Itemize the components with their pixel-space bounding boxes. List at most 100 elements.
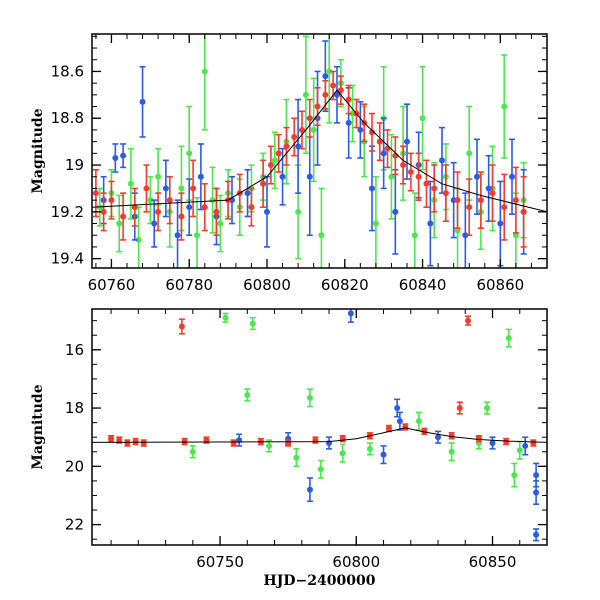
data-point	[285, 440, 292, 447]
data-point	[454, 227, 461, 234]
data-point	[431, 185, 438, 192]
data-point	[501, 204, 508, 211]
y-tick-label: 19.4	[51, 250, 84, 268]
data-point	[275, 150, 282, 157]
data-point	[322, 91, 329, 98]
data-point	[178, 213, 185, 220]
data-point	[402, 424, 409, 430]
data-point	[213, 208, 220, 215]
x-tick-label: 60780	[165, 276, 213, 294]
data-point	[448, 448, 455, 455]
series-0	[96, 34, 527, 268]
data-point	[466, 150, 473, 157]
series-1	[236, 309, 540, 542]
data-point	[189, 448, 196, 455]
data-point	[484, 405, 491, 412]
data-point	[201, 204, 208, 211]
data-point	[108, 197, 115, 204]
data-point	[384, 145, 391, 152]
data-point	[505, 335, 512, 342]
data-point	[435, 434, 442, 441]
data-point	[477, 197, 484, 204]
data-point	[178, 185, 185, 192]
data-point	[366, 445, 373, 452]
data-point	[380, 451, 387, 458]
data-point	[474, 173, 480, 180]
data-point	[464, 317, 471, 324]
model-curve	[92, 427, 547, 443]
y-tick-label: 19.2	[51, 203, 84, 221]
data-point	[112, 155, 119, 162]
data-point	[244, 190, 251, 197]
data-point	[162, 185, 169, 192]
data-point	[454, 197, 461, 204]
plot-area	[92, 34, 547, 268]
data-point	[322, 73, 329, 80]
data-point	[392, 208, 399, 215]
data-point	[108, 435, 115, 442]
data-point	[369, 129, 375, 136]
data-point	[178, 323, 185, 330]
data-point	[155, 208, 162, 215]
data-point	[347, 310, 354, 317]
y-tick-label: 19	[65, 156, 84, 174]
data-point	[509, 173, 515, 180]
data-point	[124, 440, 131, 447]
data-point	[533, 472, 540, 479]
data-point	[314, 103, 321, 110]
data-point	[217, 220, 224, 227]
data-point	[120, 213, 127, 220]
data-point	[512, 232, 519, 239]
x-tick-label: 60800	[332, 553, 380, 571]
data-point	[419, 115, 426, 122]
data-point	[92, 190, 99, 197]
x-tick-label: 60820	[321, 276, 369, 294]
y-tick-label: 18.8	[51, 109, 84, 127]
series-0	[189, 312, 523, 488]
data-point	[209, 197, 216, 204]
y-tick-label: 18.6	[51, 62, 84, 80]
data-point	[293, 454, 300, 461]
data-point	[512, 197, 519, 204]
data-point	[396, 418, 403, 425]
data-point	[267, 162, 274, 169]
data-point	[291, 133, 298, 140]
data-point	[186, 204, 193, 211]
data-point	[475, 435, 482, 442]
data-point	[283, 143, 290, 150]
y-tick-label: 16	[65, 341, 84, 359]
data-point	[132, 438, 139, 445]
data-point	[140, 440, 147, 447]
data-point	[147, 197, 154, 204]
data-point	[194, 232, 200, 239]
x-tick-label: 60750	[196, 553, 244, 571]
y-tick-label: 18	[65, 399, 84, 417]
data-point	[306, 486, 313, 493]
data-point	[306, 394, 313, 401]
data-point	[260, 180, 267, 187]
data-point	[248, 204, 255, 211]
data-point	[400, 162, 407, 169]
y-tick-label: 22	[65, 516, 84, 534]
data-point	[120, 152, 127, 159]
data-point	[421, 428, 428, 435]
data-point	[489, 190, 496, 197]
data-point	[244, 391, 251, 398]
data-point	[174, 232, 181, 239]
data-point	[326, 68, 333, 75]
data-point	[266, 442, 273, 449]
data-point	[279, 173, 286, 180]
x-axis-title: HJD−2400000	[264, 573, 376, 589]
data-point	[295, 208, 302, 215]
data-point	[497, 220, 504, 227]
data-point	[135, 236, 142, 243]
data-point	[439, 157, 445, 164]
data-point	[334, 91, 340, 98]
data-point	[318, 232, 325, 239]
y-axis-title: Magnitude	[30, 384, 46, 469]
x-tick-label: 60800	[243, 276, 291, 294]
data-point	[330, 82, 337, 89]
x-tick-label: 60860	[476, 276, 524, 294]
data-point	[404, 138, 410, 145]
data-point	[190, 185, 197, 192]
